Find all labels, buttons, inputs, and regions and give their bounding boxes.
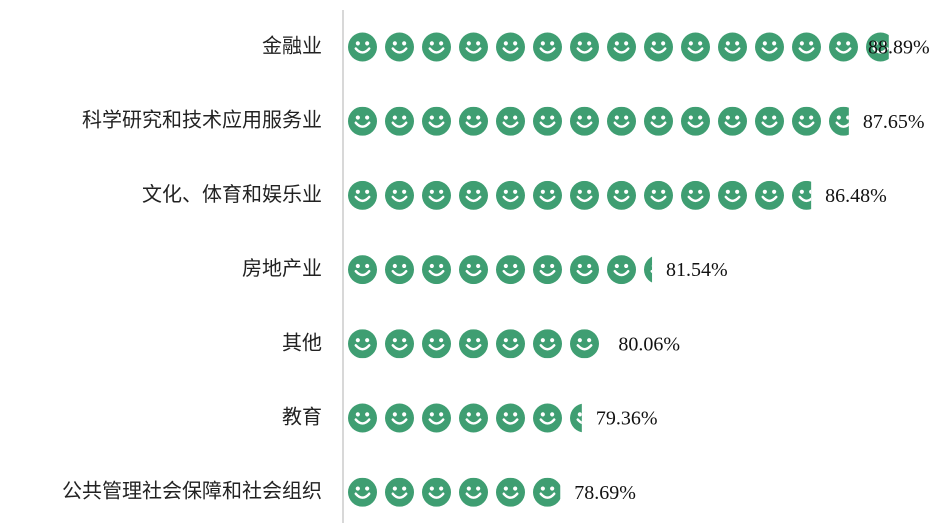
smiley-icon (792, 180, 812, 210)
smiley-icon (459, 255, 488, 285)
smiley-icon (385, 255, 414, 285)
value-label: 87.65% (863, 111, 925, 133)
smiley-icon (348, 477, 377, 507)
smiley-icon (570, 32, 599, 62)
smiley-icon (792, 106, 821, 136)
value-label: 81.54% (666, 259, 728, 281)
smiley-icon (718, 106, 747, 136)
smiley-icon (570, 180, 599, 210)
smiley-icon (644, 180, 673, 210)
value-label: 80.06% (618, 333, 680, 355)
smiley-icon (792, 32, 821, 62)
value-label: 86.48% (825, 185, 887, 207)
smiley-icon (422, 180, 451, 210)
smiley-icon (533, 329, 562, 359)
pictorial-bar (348, 180, 812, 210)
smiley-icon (496, 180, 525, 210)
smiley-icon (533, 403, 562, 433)
smiley-icon (570, 106, 599, 136)
smiley-icon (459, 403, 488, 433)
smiley-icon (496, 106, 525, 136)
smiley-icon (533, 106, 562, 136)
smiley-icon (348, 403, 377, 433)
value-label: 79.36% (596, 408, 658, 430)
smiley-icon (607, 32, 636, 62)
category-label: 文化、体育和娱乐业 (142, 182, 322, 206)
smiley-icon (422, 329, 451, 359)
smiley-icon (533, 180, 562, 210)
smiley-icon (385, 180, 414, 210)
smiley-icon (829, 32, 858, 62)
smiley-icon (718, 180, 747, 210)
smiley-icon (829, 106, 849, 136)
category-label: 房地产业 (242, 256, 322, 280)
smiley-icon (533, 255, 562, 285)
smiley-icon (607, 255, 636, 285)
smiley-icon (422, 255, 451, 285)
smiley-icon (348, 32, 377, 62)
smiley-icon (496, 477, 525, 507)
smiley-icon (496, 329, 525, 359)
smiley-icon (459, 32, 488, 62)
smiley-icon (348, 329, 377, 359)
smiley-icon (533, 32, 562, 62)
pictorial-bar (348, 403, 582, 433)
smiley-icon (755, 180, 784, 210)
pictorial-bar (348, 329, 599, 359)
smiley-icon (459, 180, 488, 210)
smiley-icon (348, 255, 377, 285)
smiley-icon (644, 32, 673, 62)
value-label: 78.69% (574, 482, 636, 504)
smiley-icon (459, 477, 488, 507)
pictorial-bar (348, 477, 561, 507)
smiley-icon (570, 329, 599, 359)
smiley-icon (681, 106, 710, 136)
smiley-icon (385, 403, 414, 433)
smiley-icon (422, 477, 451, 507)
smiley-icon (755, 32, 784, 62)
smiley-icon (422, 32, 451, 62)
smiley-icon (570, 403, 582, 433)
pictorial-bar (348, 255, 653, 285)
value-label: 88.89% (868, 37, 930, 59)
smiley-icon (496, 255, 525, 285)
smiley-icon (607, 180, 636, 210)
smiley-icon (385, 477, 414, 507)
smiley-icon (570, 255, 599, 285)
category-label: 公共管理社会保障和社会组织 (62, 479, 322, 503)
smiley-icon (385, 329, 414, 359)
smiley-icon (607, 106, 636, 136)
smiley-icon (533, 477, 561, 507)
category-label: 教育 (282, 405, 322, 429)
smiley-icon (385, 32, 414, 62)
smiley-icon (644, 106, 673, 136)
smiley-icon (496, 32, 525, 62)
smiley-icon (348, 106, 377, 136)
smiley-icon (348, 180, 377, 210)
smiley-icon (459, 106, 488, 136)
smiley-icon (681, 180, 710, 210)
smiley-icon (385, 106, 414, 136)
category-label: 其他 (282, 330, 322, 354)
smiley-icon (459, 329, 488, 359)
pictorial-bar (348, 106, 849, 136)
pictorial-bar (348, 32, 889, 62)
smiley-icon (681, 32, 710, 62)
category-label: 金融业 (262, 34, 322, 58)
category-label: 科学研究和技术应用服务业 (82, 108, 322, 132)
smiley-icon (755, 106, 784, 136)
smiley-icon (422, 106, 451, 136)
smiley-icon (422, 403, 451, 433)
smiley-icon (496, 403, 525, 433)
smiley-icon (718, 32, 747, 62)
